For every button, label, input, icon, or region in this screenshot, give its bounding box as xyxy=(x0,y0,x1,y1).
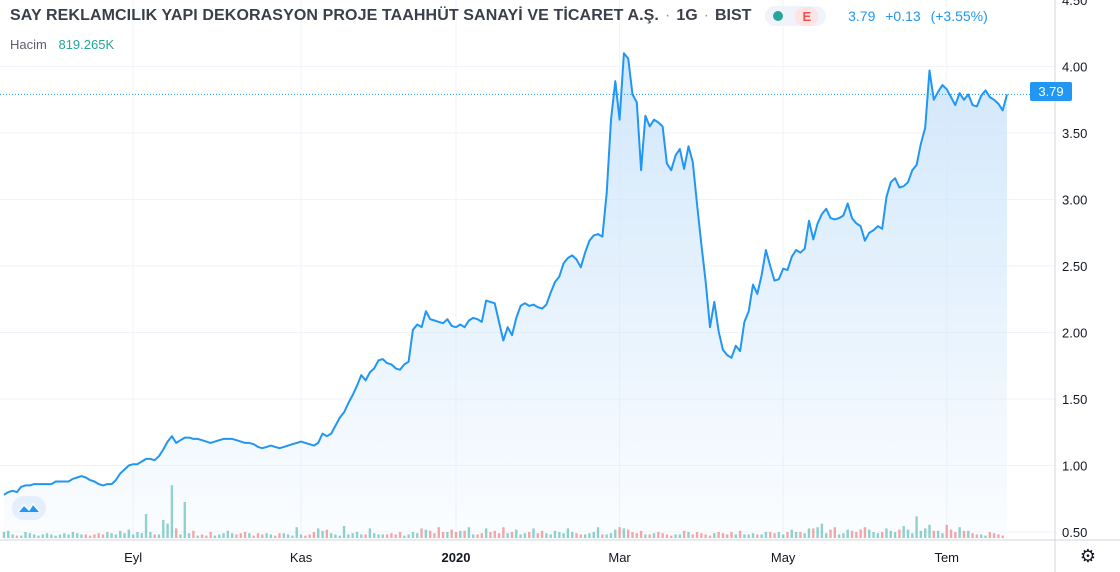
last-price: 3.79 xyxy=(848,8,876,24)
y-tick-label: 4.50 xyxy=(1062,0,1087,8)
y-tick-label: 4.00 xyxy=(1062,60,1087,75)
last-price-tag: 3.79 xyxy=(1030,82,1072,101)
chart-header: SAY REKLAMCILIK YAPI DEKORASYON PROJE TA… xyxy=(10,6,994,26)
x-tick-label: May xyxy=(771,550,796,565)
separator: · xyxy=(703,7,709,24)
y-tick-label: 1.50 xyxy=(1062,392,1087,407)
y-tick-label: 0.50 xyxy=(1062,525,1087,540)
y-tick-label: 3.50 xyxy=(1062,126,1087,141)
status-pills[interactable]: E xyxy=(765,6,827,26)
price-change: +0.13 xyxy=(885,8,921,24)
symbol-title[interactable]: SAY REKLAMCILIK YAPI DEKORASYON PROJE TA… xyxy=(10,7,659,24)
market-dot-icon xyxy=(773,11,784,21)
interval-label[interactable]: 1G xyxy=(676,7,698,24)
tradingview-logo-icon[interactable] xyxy=(12,496,46,520)
volume-label: Hacim xyxy=(10,37,47,52)
y-tick-label: 3.00 xyxy=(1062,193,1087,208)
x-tick-label: Mar xyxy=(608,550,631,565)
volume-legend: Hacim 819.265K xyxy=(10,37,114,52)
x-tick-label: Tem xyxy=(934,550,959,565)
x-tick-label: Eyl xyxy=(124,550,142,565)
price-area-fill xyxy=(4,53,1007,540)
y-tick-label: 1.00 xyxy=(1062,459,1087,474)
earnings-badge[interactable]: E xyxy=(795,6,819,26)
price-line xyxy=(3,52,1008,496)
y-tick-label: 2.00 xyxy=(1062,326,1087,341)
y-tick-label: 2.50 xyxy=(1062,259,1087,274)
gear-icon[interactable]: ⚙ xyxy=(1079,546,1097,566)
x-tick-label: 2020 xyxy=(442,550,471,565)
price-change-pct: (+3.55%) xyxy=(930,8,988,24)
x-tick-label: Kas xyxy=(290,550,313,565)
separator: · xyxy=(664,7,671,24)
exchange-label: BIST xyxy=(714,7,752,24)
volume-value: 819.265K xyxy=(58,37,115,52)
quote: 3.79 +0.13 (+3.55%) xyxy=(848,8,994,24)
